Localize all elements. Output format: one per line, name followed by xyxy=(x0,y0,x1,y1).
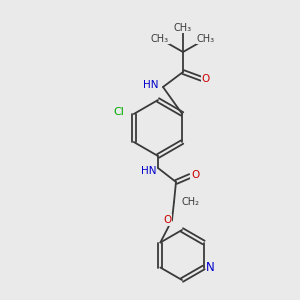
Text: HN: HN xyxy=(143,80,159,90)
Text: CH₂: CH₂ xyxy=(182,197,200,207)
Text: HN: HN xyxy=(140,166,156,176)
Text: O: O xyxy=(202,74,210,84)
Text: CH₃: CH₃ xyxy=(197,34,215,44)
Text: Cl: Cl xyxy=(113,107,124,117)
Text: CH₃: CH₃ xyxy=(151,34,169,44)
Text: CH₃: CH₃ xyxy=(174,23,192,33)
Text: O: O xyxy=(163,215,171,225)
Text: N: N xyxy=(206,261,215,274)
Text: O: O xyxy=(191,170,199,180)
